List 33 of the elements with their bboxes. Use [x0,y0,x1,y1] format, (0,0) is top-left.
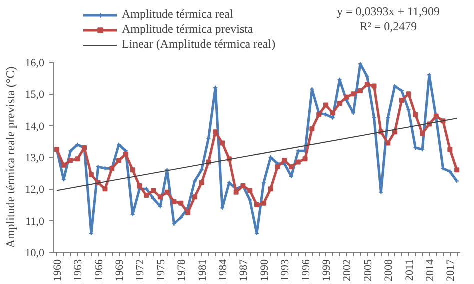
text: y = 0,0393x + 11,909 [336,4,440,18]
x-tick-label: 1999 [320,259,333,282]
x-tick-label: 2002 [342,260,354,282]
x-tick-label: 1981 [196,260,209,282]
y-tick-label: 16,0 [25,58,45,70]
x-tick-label: 1978 [176,259,188,282]
y-tick-label: 15,0 [25,89,45,102]
x-tick-label: 2005 [362,259,374,282]
x-tick-label: 1984 [218,259,230,282]
legend-label: Amplitude térmica real [122,7,234,22]
x-tick-label: 1972 [134,260,147,282]
y-tick-label: 11,0 [26,216,45,228]
y-axis-title: Amplitude térmica reale prevista (°C) [3,66,18,248]
x-tick-label: 1963 [72,259,85,282]
x-tick-label: 2008 [383,259,396,282]
x-tick-label: 1969 [114,259,126,282]
legend-label: Linear (Amplitude térmica real) [122,37,276,52]
y-tick-label: 13,0 [25,152,45,164]
x-tick-label: 1996 [300,259,312,282]
x-tick-label: 1966 [93,259,106,282]
legend-label: Amplitude térmica prevista [122,22,254,37]
y-tick-label: 10,0 [25,248,45,260]
x-tick-label: 2014 [424,259,436,282]
x-tick-label: 2017 [445,259,458,282]
x-tick-label: 1960 [52,259,64,282]
x-tick-label: 1993 [280,259,292,282]
x-tick-label: 1975 [155,259,168,282]
x-tick-label: 2011 [404,260,416,282]
text: R² = 0,2479 [360,20,418,34]
x-tick-label: 1990 [258,259,271,282]
y-tick-label: 14,0 [25,120,45,133]
y-tick-label: 12,0 [25,184,45,196]
x-tick-label: 1987 [238,259,250,282]
